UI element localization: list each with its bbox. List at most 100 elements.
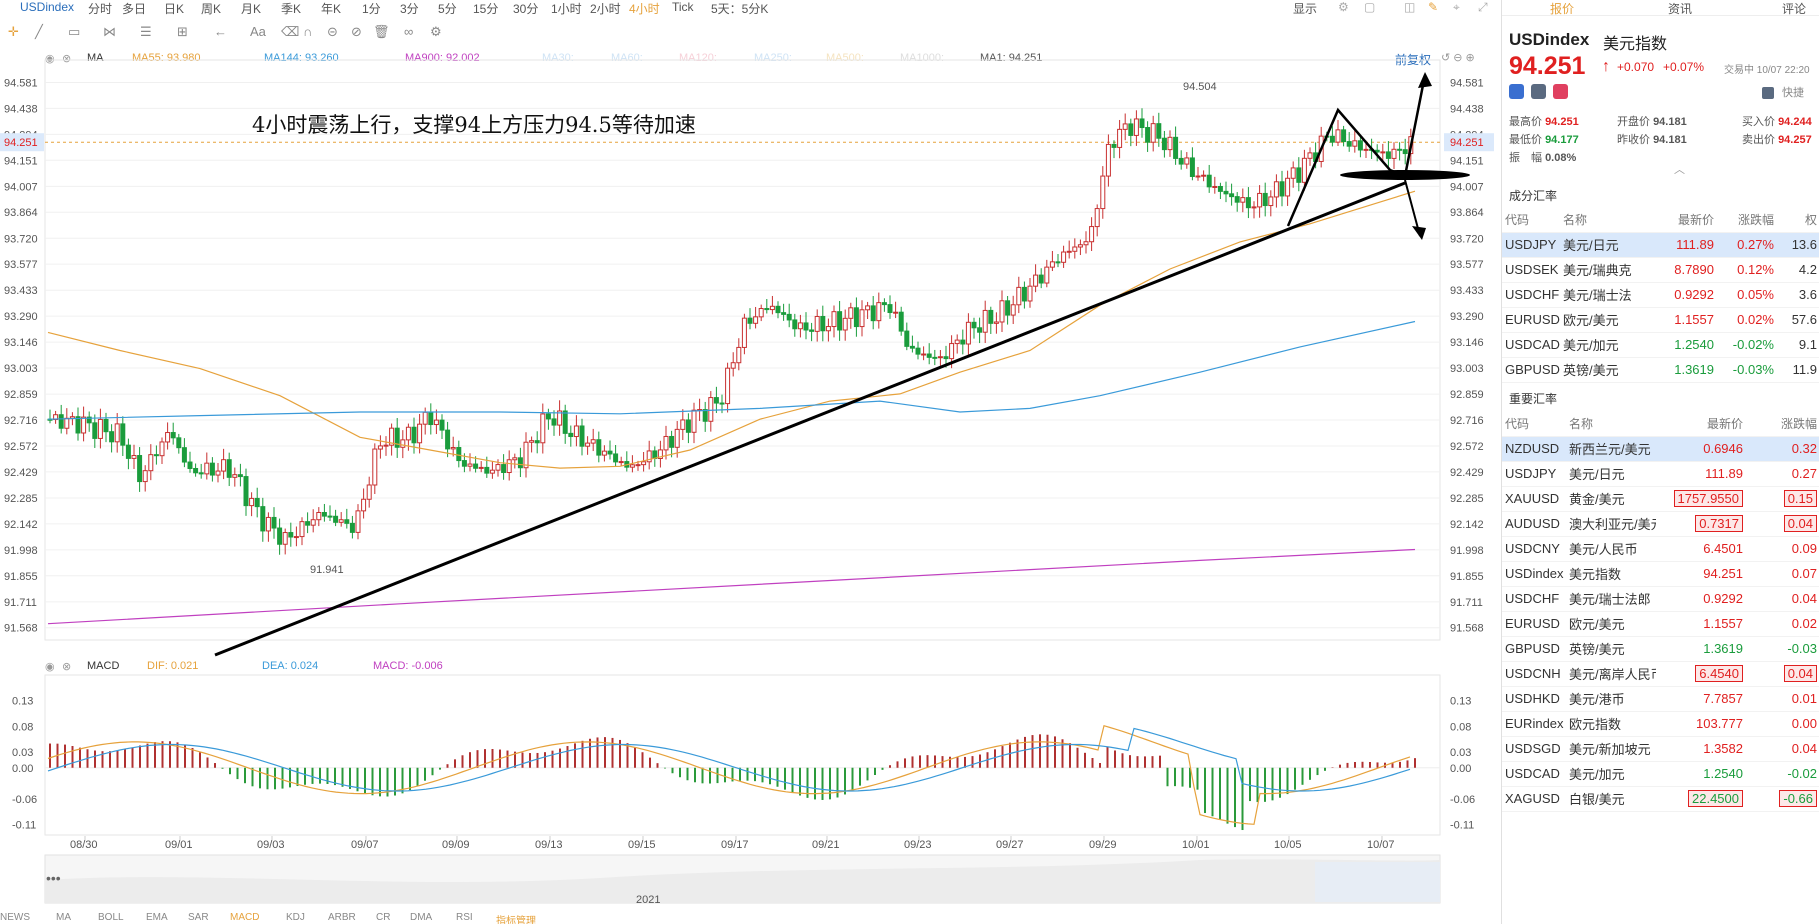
close-icon[interactable]: ⊗ [62,53,72,65]
table-row[interactable]: GBPUSD 英镑/美元 1.3619 -0.03% 11.9 [1502,357,1819,383]
indicator-tab[interactable]: EMA [146,912,168,923]
column-header[interactable]: 名称 [1560,207,1644,233]
table-row[interactable]: XAUUSD 黄金/美元 1757.9550 0.15 [1502,486,1819,512]
navigator-window [1315,862,1440,902]
period-tab-active[interactable]: 4小时 [629,2,660,16]
table-row[interactable]: USDCNY 美元/人民币 6.4501 0.09 [1502,536,1819,562]
arrow-tool-icon[interactable]: ← [214,24,227,39]
table-row[interactable]: USDCNH 美元/离岸人民币 6.4540 0.04 [1502,661,1819,687]
delete-icon[interactable]: 🗑 [373,24,390,39]
fullscreen-icon[interactable]: ⤢ [1478,0,1488,14]
indicator-tab[interactable]: KDJ [286,912,305,923]
table-row[interactable]: GBPUSD 英镑/美元 1.3619 -0.03 [1502,636,1819,662]
indicator-tab[interactable]: BOLL [98,912,124,923]
table-row[interactable]: EURUSD 欧元/美元 1.1557 0.02 [1502,611,1819,637]
pencil-icon[interactable]: ✎ [1428,0,1439,14]
period-tab[interactable]: 年K [321,2,342,16]
column-header[interactable]: 最新价 [1644,207,1717,233]
table-row[interactable]: USDCHF 美元/瑞士法 0.9292 0.05% 3.6 [1502,282,1819,308]
table-row[interactable]: EURUSD 欧元/美元 1.1557 0.02% 57.6 [1502,307,1819,333]
period-tab[interactable]: 30分 [513,2,539,16]
display-menu[interactable]: 显示 [1293,2,1318,16]
eye-icon[interactable]: ◉ [45,53,55,65]
indicator-tab[interactable]: DMA [410,912,433,923]
table-row[interactable]: USDCHF 美元/瑞士法郎 0.9292 0.04 [1502,586,1819,612]
indicator-tab[interactable]: NEWS [0,912,30,923]
period-tab[interactable]: 季K [281,2,302,16]
globe-icon[interactable] [1509,84,1524,99]
tab-quote[interactable]: 报价 [1550,2,1575,16]
hide-icon[interactable]: ⊘ [351,24,362,39]
table-row[interactable]: USDCAD 美元/加元 1.2540 -0.02% 9.1 [1502,332,1819,358]
period-tab[interactable]: 1小时 [551,2,582,16]
table-row[interactable]: USDJPY 美元/日元 111.89 0.27 [1502,461,1819,487]
period-tab[interactable]: 月K [241,2,262,16]
indicator-tab[interactable]: RSI [456,912,473,923]
period-tab[interactable]: 3分 [400,2,419,16]
link-icon[interactable]: ∞ [404,24,414,39]
table-row[interactable]: EURindex 欧元指数 103.777 0.00 [1502,711,1819,737]
period-tab[interactable]: 1分 [362,2,381,16]
table-row[interactable]: XAGUSD 白银/美元 22.4500 -0.66 [1502,786,1819,812]
column-header[interactable]: 权 [1777,207,1819,233]
candle-body [411,426,417,444]
table-row[interactable]: USDCAD 美元/加元 1.2540 -0.02 [1502,761,1819,787]
gear-icon[interactable]: ⚙ [430,24,442,39]
table-row[interactable]: USDJPY 美元/日元 111.89 0.27% 13.6 [1502,232,1819,258]
period-tab[interactable]: 日K [164,2,185,16]
period-tab[interactable]: 分时 [88,2,113,16]
crosshair-icon[interactable]: ✛ [8,24,19,39]
column-header[interactable]: 代码 [1502,411,1566,437]
table-row[interactable]: USDHKD 美元/港币 7.7857 0.01 [1502,686,1819,712]
table-row[interactable]: NZDUSD 新西兰元/美元 0.6946 0.32 [1502,436,1819,462]
line-tool-icon[interactable]: ╱ [35,24,43,39]
column-header[interactable]: 名称 [1566,411,1656,437]
indicator-tab[interactable]: ARBR [328,912,356,923]
magnet-icon[interactable]: ∩ [303,24,313,39]
fib-tool-icon[interactable]: ☰ [140,24,152,39]
indicator-manage[interactable]: 指标管理 [496,916,536,924]
period-tab[interactable]: 2小时 [590,2,621,16]
settings-icon[interactable]: ⚙ [1338,0,1349,14]
chart-window-icons[interactable]: ↺ ⊖ ⊕ [1441,52,1475,64]
tab-news[interactable]: 资讯 [1668,2,1693,16]
price-chart[interactable]: 94.58194.58194.43894.43894.29494.29494.1… [0,0,1500,924]
table-row[interactable]: AUDUSD 澳大利亚元/美元 0.7317 0.04 [1502,511,1819,537]
indicator-tab[interactable]: CR [376,912,391,923]
note-icon[interactable] [1531,84,1546,99]
period-tab[interactable]: 周K [201,2,222,16]
erase-tool-icon[interactable]: ⌫ [281,24,300,39]
column-header[interactable]: 涨跌幅 [1717,207,1777,233]
rect-tool-icon[interactable]: ▭ [68,24,81,39]
indicator-tab[interactable]: MACD [230,912,260,923]
period-tab[interactable]: 5分 [438,2,457,16]
close-icon[interactable]: ⊗ [62,661,72,673]
quick-trade[interactable]: 快捷 [1762,84,1804,100]
fork-tool-icon[interactable]: ⋈ [103,24,116,39]
table-row[interactable]: USDSEK 美元/瑞典克 8.7890 0.12% 4.2 [1502,257,1819,283]
table-row[interactable]: USDSGD 美元/新加坡元 1.3582 0.04 [1502,736,1819,762]
collapse-icon[interactable]: ︿ [1674,164,1685,176]
y-tick-label-right: 94.007 [1450,181,1484,193]
pin-icon[interactable]: ⌖ [1453,0,1460,14]
column-header[interactable]: 涨跌幅 [1746,411,1819,437]
symbol-selector[interactable]: USDindex [20,0,75,14]
period-tab[interactable]: Tick [672,0,694,14]
candle-body [120,423,126,446]
camera-icon[interactable]: ◫ [1404,0,1416,14]
lock-icon[interactable]: ⊝ [327,24,338,39]
period-tab[interactable]: 15分 [473,2,499,16]
text-tool-icon[interactable]: Aa [250,24,266,39]
measure-tool-icon[interactable]: ⊞ [177,24,188,39]
indicator-tab[interactable]: MA [56,912,71,923]
table-row[interactable]: USDindex 美元指数 94.251 0.07 [1502,561,1819,587]
heart-icon[interactable] [1553,84,1568,99]
indicator-tab[interactable]: SAR [188,912,209,923]
eye-icon[interactable]: ◉ [45,661,55,673]
period-tab[interactable]: 多日 [122,2,147,16]
tab-comments[interactable]: 评论 [1782,2,1807,16]
period-tab[interactable]: 5天：5分K [711,2,769,16]
layout-icon[interactable]: ▢ [1364,0,1376,14]
column-header[interactable]: 最新价 [1656,411,1746,437]
column-header[interactable]: 代码 [1502,207,1560,233]
